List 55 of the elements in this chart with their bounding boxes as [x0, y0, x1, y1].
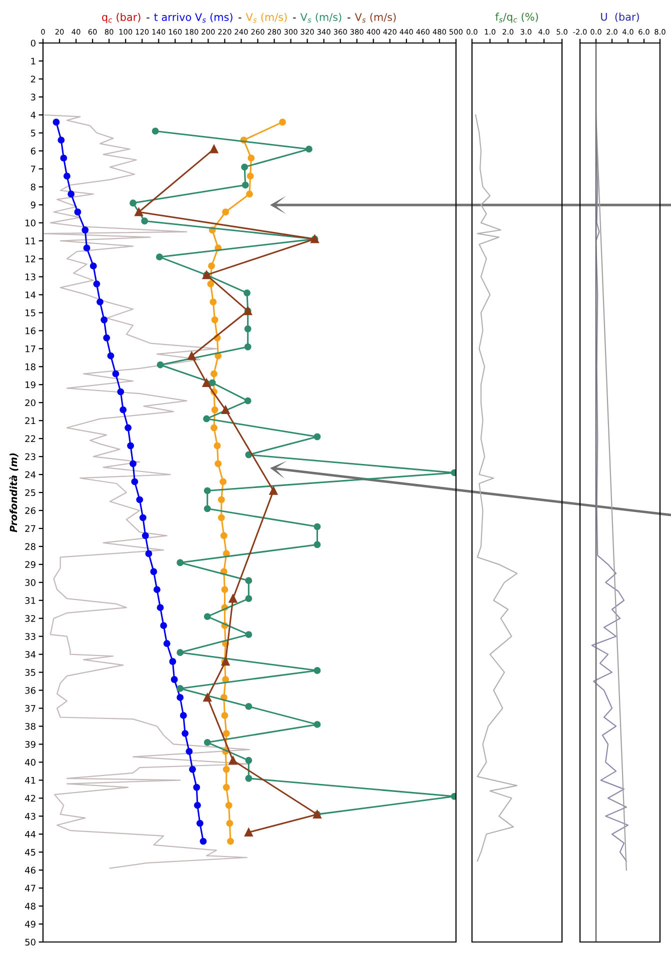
y-tick-label: 33 — [25, 633, 36, 640]
y-tick-label: 24 — [25, 471, 36, 478]
text: q$_{c}$ (bar) - t arrivo V$_{s}$ (ms) - V$_{s}$ (m/s) - V$_{s}$ (m/s) - V$_{s}$ (m/s) — [102, 12, 396, 24]
y-tick-label: 49 — [25, 920, 36, 928]
y-tick-label: 22 — [25, 435, 36, 442]
x-axis-title: f$_{s}$/q$_{c}$ (%) — [495, 12, 538, 23]
y-tick-label: 38 — [25, 722, 36, 730]
y-tick-label: 47 — [25, 884, 36, 892]
y-tick-label: 13 — [26, 273, 36, 280]
y-tick-label: 26 — [25, 507, 36, 514]
y-tick-label: 44 — [25, 830, 36, 838]
y-tick-label: 5 — [31, 130, 36, 136]
y-tick-label: 41 — [25, 777, 36, 784]
y-tick-label: 35 — [25, 669, 36, 676]
y-tick-label: 0 — [30, 40, 36, 47]
y-tick-label: 23 — [25, 453, 36, 460]
y-tick-label: 4 — [30, 112, 36, 118]
y-tick-label: 32 — [25, 615, 36, 622]
y-tick-label: 50 — [25, 938, 36, 946]
y-tick-label: 46 — [25, 866, 36, 874]
y-tick-label: 2 — [30, 76, 36, 82]
y-tick-label: 31 — [25, 597, 36, 604]
y-tick-label: 43 — [25, 812, 36, 820]
y-tick-label: 42 — [25, 794, 36, 802]
y-tick-label: 3 — [31, 94, 36, 100]
y-tick-label: 36 — [25, 687, 36, 694]
y-tick-label: 14 — [26, 292, 36, 298]
y-tick-label: 18 — [26, 363, 36, 370]
y-tick-label: 45 — [25, 848, 36, 856]
y-tick-label: 16 — [26, 327, 36, 334]
x-axis-title: U (bar) — [601, 12, 639, 22]
y-axis-title: Profondità (m) — [9, 453, 18, 532]
y-tick-label: 28 — [25, 543, 36, 550]
y-tick-label: 10 — [26, 220, 36, 226]
y-tick-label: 37 — [25, 704, 36, 712]
y-tick-label: 48 — [25, 902, 36, 910]
y-tick-label: 39 — [25, 740, 36, 748]
y-tick-label: 7 — [31, 166, 36, 172]
y-tick-label: 6 — [30, 148, 36, 154]
y-tick-label: 29 — [25, 561, 36, 568]
y-tick-label: 19 — [26, 381, 36, 388]
y-tick-label: 12 — [26, 255, 36, 262]
y-tick-label: 30 — [25, 579, 36, 586]
y-tick-label: 25 — [25, 489, 36, 496]
y-tick-label: 1 — [31, 58, 36, 64]
y-tick-label: 17 — [26, 346, 36, 352]
y-tick-label: 40 — [25, 758, 36, 766]
y-tick-label: 9 — [30, 202, 36, 208]
y-tick-label: 21 — [25, 417, 36, 424]
y-tick-label: 11 — [26, 238, 36, 244]
y-tick-label: 15 — [26, 310, 36, 316]
y-tick-label: 20 — [25, 399, 36, 406]
y-tick-label: 34 — [25, 651, 36, 658]
y-tick-label: 8 — [30, 184, 36, 190]
y-tick-label: 27 — [25, 525, 36, 532]
